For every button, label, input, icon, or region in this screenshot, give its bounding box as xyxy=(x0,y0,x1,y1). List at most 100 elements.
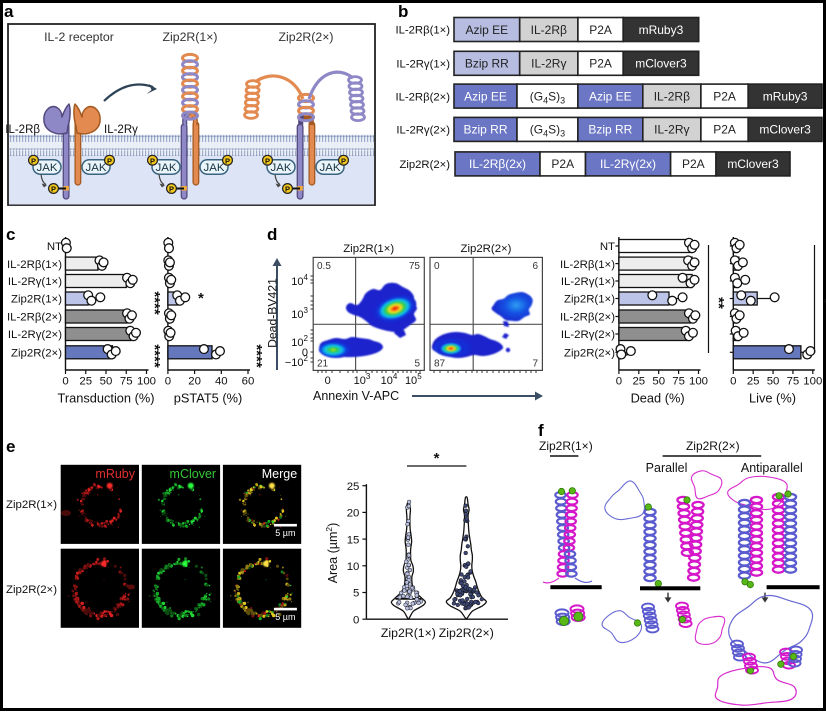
svg-text:P2A: P2A xyxy=(589,23,612,37)
svg-text:P2A: P2A xyxy=(551,157,574,171)
svg-text:IL-2Rγ(1×): IL-2Rγ(1×) xyxy=(561,276,615,288)
svg-text:100: 100 xyxy=(803,376,822,388)
svg-text:Zip2R(2×): Zip2R(2×) xyxy=(686,439,740,453)
svg-text:NT: NT xyxy=(600,241,615,253)
svg-text:21: 21 xyxy=(317,359,329,370)
svg-text:IL-2Rβ(2×): IL-2Rβ(2×) xyxy=(395,91,450,103)
svg-text:5 µm: 5 µm xyxy=(275,528,295,538)
svg-text:Live (%): Live (%) xyxy=(749,391,796,406)
svg-text:IL-2Rγ: IL-2Rγ xyxy=(531,57,566,71)
svg-text:Azip EE: Azip EE xyxy=(466,23,509,37)
svg-text:Bzip RR: Bzip RR xyxy=(588,123,632,137)
svg-text:0: 0 xyxy=(616,376,622,388)
svg-text:Zip2R(1×): Zip2R(1×) xyxy=(539,439,593,453)
svg-text:Zip2R(1×): Zip2R(1×) xyxy=(343,243,394,255)
svg-text:d: d xyxy=(267,225,277,244)
svg-text:6: 6 xyxy=(532,261,538,272)
svg-text:JAK: JAK xyxy=(37,162,58,174)
svg-text:87: 87 xyxy=(434,359,446,370)
svg-text:Zip2R(2×): Zip2R(2×) xyxy=(399,159,450,171)
svg-text:*: * xyxy=(816,298,826,304)
svg-text:Azip EE: Azip EE xyxy=(589,89,632,103)
svg-text:0: 0 xyxy=(434,261,440,272)
svg-text:P2A: P2A xyxy=(713,123,736,137)
svg-text:100: 100 xyxy=(137,376,156,388)
svg-text:P: P xyxy=(31,156,36,165)
svg-text:b: b xyxy=(398,2,408,21)
svg-text:IL-2Rβ: IL-2Rβ xyxy=(5,124,40,136)
svg-text:0: 0 xyxy=(62,376,68,388)
svg-text:IL-2Rγ(2×): IL-2Rγ(2×) xyxy=(8,329,62,341)
svg-text:0: 0 xyxy=(165,376,171,388)
svg-text:5: 5 xyxy=(353,588,359,600)
svg-text:IL-2Rγ: IL-2Rγ xyxy=(654,123,689,137)
svg-text:IL-2Rβ(1×): IL-2Rβ(1×) xyxy=(395,25,450,37)
svg-text:P2A: P2A xyxy=(589,57,612,71)
svg-text:Transduction (%): Transduction (%) xyxy=(58,391,155,406)
svg-text:P2A: P2A xyxy=(682,157,705,171)
svg-text:P: P xyxy=(51,185,56,194)
svg-text:Zip2R(1×): Zip2R(1×) xyxy=(162,30,217,44)
svg-text:Zip2R(1×): Zip2R(1×) xyxy=(6,499,57,511)
svg-text:Azip EE: Azip EE xyxy=(464,89,507,103)
svg-text:mClover3: mClover3 xyxy=(727,157,779,171)
svg-text:50: 50 xyxy=(652,376,665,388)
svg-text:JAK: JAK xyxy=(271,162,292,174)
svg-text:mClover: mClover xyxy=(170,467,217,481)
svg-text:40: 40 xyxy=(215,376,228,388)
svg-text:P: P xyxy=(150,156,155,165)
svg-text:IL-2Rβ(2x): IL-2Rβ(2x) xyxy=(469,157,526,171)
svg-text:IL-2Rγ(2×): IL-2Rγ(2×) xyxy=(561,329,615,341)
svg-text:Dead (%): Dead (%) xyxy=(631,391,685,406)
svg-text:Bzip RR: Bzip RR xyxy=(463,123,507,137)
svg-text:7: 7 xyxy=(532,359,538,370)
svg-text:75: 75 xyxy=(120,376,133,388)
svg-text:5: 5 xyxy=(414,359,420,370)
svg-text:IL-2Rβ(2×): IL-2Rβ(2×) xyxy=(7,312,62,324)
svg-text:P: P xyxy=(285,185,290,194)
svg-text:mRuby3: mRuby3 xyxy=(639,23,684,37)
svg-text:Zip2R(2×): Zip2R(2×) xyxy=(564,348,615,360)
svg-text:75: 75 xyxy=(672,376,685,388)
svg-text:P: P xyxy=(169,185,174,194)
svg-text:P: P xyxy=(107,156,112,165)
svg-text:P2A: P2A xyxy=(713,89,736,103)
svg-text:20: 20 xyxy=(188,376,201,388)
svg-text:*: * xyxy=(434,450,440,467)
svg-text:15: 15 xyxy=(347,534,360,546)
svg-text:0.5: 0.5 xyxy=(317,261,331,272)
svg-text:60: 60 xyxy=(242,376,255,388)
svg-text:100: 100 xyxy=(689,376,708,388)
svg-text:c: c xyxy=(6,225,15,244)
svg-text:5 µm: 5 µm xyxy=(275,612,295,622)
svg-text:Zip2R(2×): Zip2R(2×) xyxy=(6,584,57,596)
svg-text:IL-2Rβ: IL-2Rβ xyxy=(531,23,567,37)
svg-text:JAK: JAK xyxy=(204,162,225,174)
svg-text:Area (µm2): Area (µm2) xyxy=(324,523,340,584)
svg-text:JAK: JAK xyxy=(156,162,177,174)
svg-text:NT: NT xyxy=(47,241,62,253)
svg-text:Zip2R(2×): Zip2R(2×) xyxy=(461,243,512,255)
svg-text:50: 50 xyxy=(100,376,113,388)
svg-text:IL-2Rγ(2x): IL-2Rγ(2x) xyxy=(600,157,656,171)
svg-text:Zip2R(1×): Zip2R(1×) xyxy=(11,294,62,306)
svg-text:25: 25 xyxy=(747,376,760,388)
svg-text:f: f xyxy=(538,421,544,440)
svg-text:Merge: Merge xyxy=(262,467,297,481)
svg-text:IL-2Rβ(1×): IL-2Rβ(1×) xyxy=(7,259,62,271)
svg-text:IL-2Rγ(1×): IL-2Rγ(1×) xyxy=(396,59,450,71)
svg-text:**: ** xyxy=(710,297,727,309)
svg-text:mRuby3: mRuby3 xyxy=(763,89,808,103)
svg-text:Annexin V-APC: Annexin V-APC xyxy=(313,389,399,403)
svg-text:pSTAT5 (%): pSTAT5 (%) xyxy=(174,391,243,406)
svg-text:(G4S)3: (G4S)3 xyxy=(530,89,565,105)
svg-text:Zip2R(1×): Zip2R(1×) xyxy=(381,626,436,640)
svg-text:JAK: JAK xyxy=(86,162,107,174)
svg-text:Antiparallel: Antiparallel xyxy=(741,461,803,475)
svg-text:P: P xyxy=(265,156,270,165)
svg-text:(G4S)3: (G4S)3 xyxy=(530,123,565,139)
svg-text:0: 0 xyxy=(353,614,359,626)
svg-text:20: 20 xyxy=(347,508,360,520)
svg-text:IL-2Rγ(1×): IL-2Rγ(1×) xyxy=(8,276,62,288)
svg-text:mClover3: mClover3 xyxy=(759,123,811,137)
